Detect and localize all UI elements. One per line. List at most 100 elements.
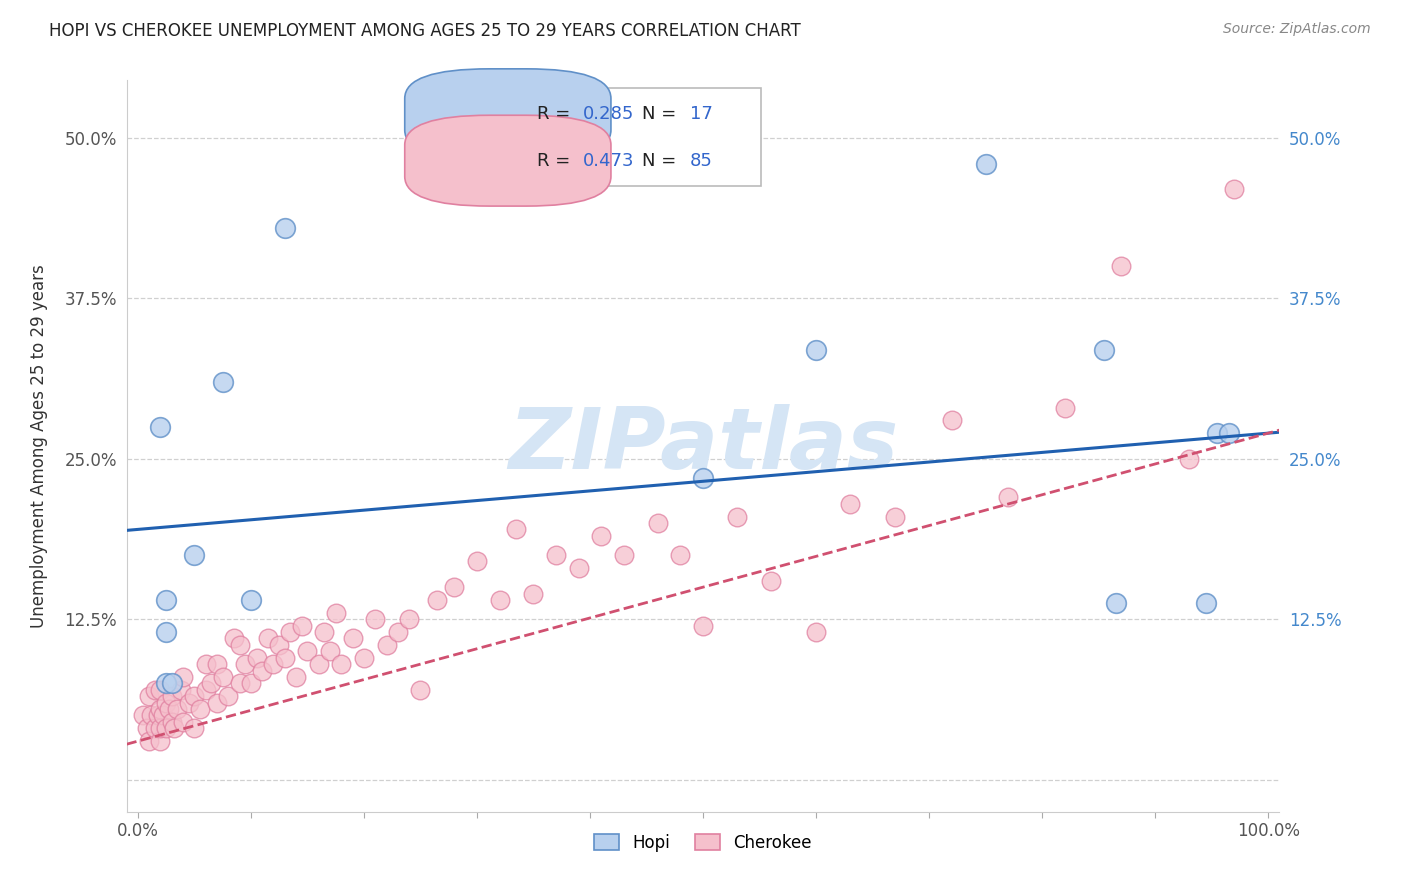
Point [138,690,160,704]
Point [200,676,222,690]
Point [205,657,228,672]
Point [941,413,963,427]
Point [544,548,567,562]
Point [172,670,194,684]
Point [1206,426,1229,441]
Point [149,419,172,434]
Point [1195,596,1218,610]
Point [263,657,285,672]
Point [256,632,278,646]
Point [250,664,273,678]
Point [409,682,432,697]
Point [194,682,217,697]
Point [217,690,239,704]
Point [183,690,205,704]
Point [160,690,183,704]
Point [143,682,166,697]
Point [228,676,250,690]
Point [233,657,256,672]
Point [325,606,347,620]
Point [159,702,181,716]
Point [138,734,160,748]
Point [291,618,314,632]
Point [591,529,613,543]
Point [505,523,527,537]
Point [613,548,636,562]
Point [1223,182,1246,196]
Text: HOPI VS CHEROKEE UNEMPLOYMENT AMONG AGES 25 TO 29 YEARS CORRELATION CHART: HOPI VS CHEROKEE UNEMPLOYMENT AMONG AGES… [49,22,801,40]
Point [188,702,211,716]
Point [759,574,782,588]
Point [141,708,163,723]
Point [155,676,177,690]
Point [205,696,228,710]
Point [1053,401,1076,415]
Point [172,714,194,729]
Point [228,638,250,652]
Point [692,471,714,485]
Point [285,670,308,684]
Point [997,491,1019,505]
Point [1178,451,1201,466]
Point [488,593,510,607]
Point [211,375,233,389]
Point [269,638,291,652]
Point [155,593,177,607]
Point [149,734,172,748]
Point [222,632,245,646]
Point [319,644,342,658]
Point [183,548,205,562]
Point [1092,343,1115,357]
Point [194,657,217,672]
Point [522,586,544,600]
Point [353,650,375,665]
Point [274,220,297,235]
Point [426,593,449,607]
Point [239,593,262,607]
Point [170,682,193,697]
Point [839,497,862,511]
Point [387,625,409,640]
Point [297,644,319,658]
Point [148,708,170,723]
Point [155,696,177,710]
Point [692,618,714,632]
Point [465,554,488,568]
Point [669,548,692,562]
Point [155,625,177,640]
Point [443,580,465,594]
Point [177,696,200,710]
Point [884,509,907,524]
Point [149,721,172,735]
Point [183,721,205,735]
Point [974,157,997,171]
Point [1104,596,1126,610]
Point [568,561,591,575]
Y-axis label: Unemployment Among Ages 25 to 29 years: Unemployment Among Ages 25 to 29 years [30,264,48,628]
Point [364,612,387,626]
Point [149,702,172,716]
Point [375,638,398,652]
Point [155,721,177,735]
Point [211,670,233,684]
Text: ZIPatlas: ZIPatlas [508,404,898,488]
Point [647,516,669,530]
Point [804,625,827,640]
Point [166,702,188,716]
Point [160,714,183,729]
Point [274,650,297,665]
Point [342,632,364,646]
Point [239,676,262,690]
Point [152,708,174,723]
Point [1218,426,1240,441]
Point [1109,260,1132,274]
Point [280,625,302,640]
Point [308,657,330,672]
Point [163,721,186,735]
Legend: Hopi, Cherokee: Hopi, Cherokee [588,827,818,858]
Point [725,509,748,524]
Point [143,721,166,735]
Point [245,650,267,665]
Point [160,676,183,690]
Text: Source: ZipAtlas.com: Source: ZipAtlas.com [1223,22,1371,37]
